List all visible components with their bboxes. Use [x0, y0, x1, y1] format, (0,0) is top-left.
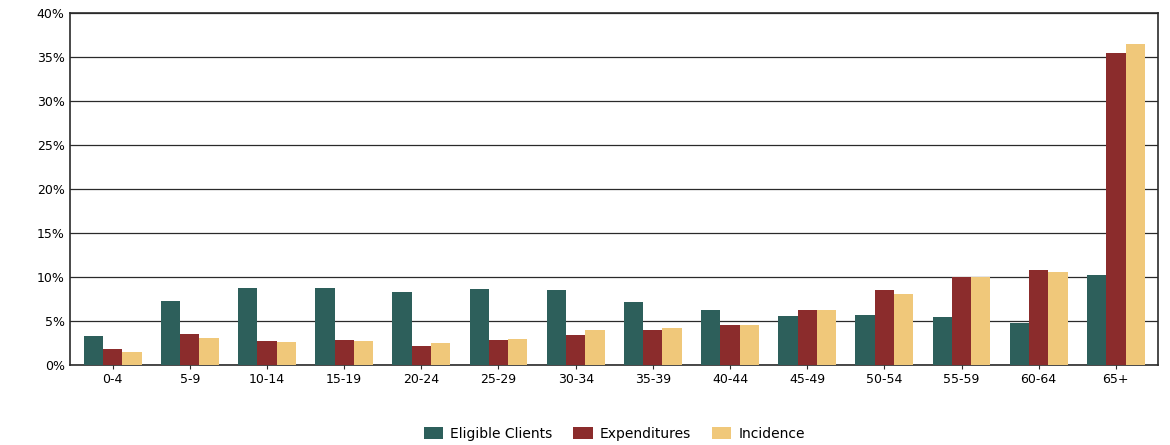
Bar — [566, 335, 585, 365]
Bar — [662, 328, 682, 365]
Bar — [778, 316, 798, 365]
Bar — [1048, 272, 1067, 365]
Bar — [585, 330, 605, 365]
Bar — [180, 334, 199, 365]
Bar — [855, 315, 875, 365]
Bar — [701, 311, 721, 365]
Bar — [276, 342, 296, 365]
Bar — [412, 346, 431, 365]
Bar — [161, 301, 180, 365]
Legend: Eligible Clients, Expenditures, Incidence: Eligible Clients, Expenditures, Incidenc… — [419, 421, 810, 445]
Bar — [469, 289, 489, 365]
Bar — [971, 277, 991, 365]
Bar — [84, 336, 103, 365]
Bar — [489, 340, 508, 365]
Bar — [739, 325, 759, 365]
Bar — [103, 349, 123, 365]
Bar — [817, 311, 837, 365]
Bar — [257, 341, 276, 365]
Bar — [315, 287, 335, 365]
Bar — [546, 290, 566, 365]
Bar — [508, 339, 528, 365]
Bar — [353, 341, 373, 365]
Bar — [721, 325, 739, 365]
Bar — [952, 277, 971, 365]
Bar — [1126, 44, 1144, 365]
Bar — [1010, 323, 1030, 365]
Bar — [624, 303, 644, 365]
Bar — [875, 290, 894, 365]
Bar — [238, 287, 257, 365]
Bar — [932, 316, 952, 365]
Bar — [798, 311, 817, 365]
Bar — [123, 352, 142, 365]
Bar — [199, 338, 219, 365]
Bar — [335, 340, 353, 365]
Bar — [644, 330, 662, 365]
Bar — [894, 294, 914, 365]
Bar — [392, 292, 412, 365]
Bar — [431, 343, 450, 365]
Bar — [1087, 275, 1106, 365]
Bar — [1030, 270, 1048, 365]
Bar — [1106, 53, 1126, 365]
